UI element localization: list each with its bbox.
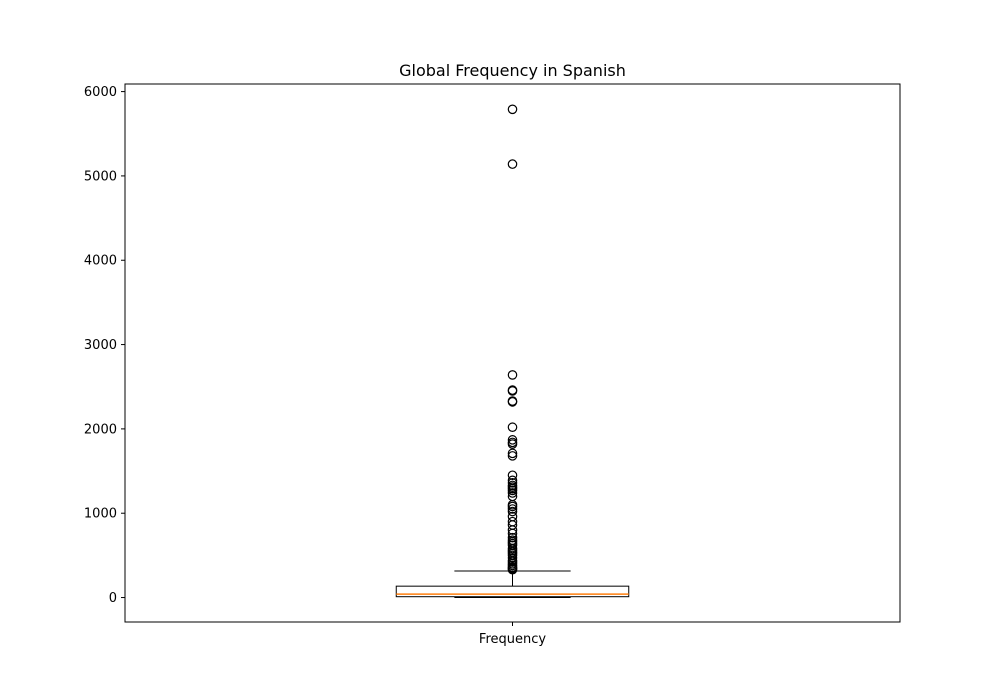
outlier-point (507, 435, 518, 445)
y-tick-label: 4000 (84, 254, 117, 269)
outlier-point (507, 104, 518, 115)
y-tick-label: 6000 (84, 85, 117, 100)
plot-area (124, 83, 901, 623)
outlier-point (507, 488, 518, 498)
outlier-point (507, 448, 518, 459)
y-tick-label: 2000 (84, 422, 117, 437)
outlier-point (507, 553, 518, 563)
outlier-point (507, 501, 518, 512)
outlier-point (507, 504, 518, 514)
y-tick-label: 0 (109, 591, 117, 606)
x-axis: Frequency (479, 622, 546, 647)
box-group (395, 104, 630, 599)
outlier-point (507, 532, 518, 543)
outlier-point (507, 451, 518, 461)
outlier-point (507, 564, 518, 575)
outlier-point (507, 506, 518, 517)
outlier-point (507, 386, 518, 396)
outlier-point (507, 439, 518, 449)
outlier-point (507, 485, 518, 496)
outlier-point (507, 370, 518, 380)
iqr-box (395, 585, 630, 598)
y-tick-label: 5000 (84, 169, 117, 184)
y-axis: 0 1000 2000 3000 4000 5000 6000 (84, 85, 125, 606)
outlier-point (507, 525, 518, 535)
outlier-point (507, 397, 518, 407)
outlier-point (507, 159, 518, 169)
outlier-point (507, 470, 518, 481)
x-tick-label: Frequency (479, 632, 546, 647)
y-tick-label: 1000 (84, 507, 117, 522)
y-tick-label: 3000 (84, 338, 117, 353)
outlier-point (507, 478, 518, 488)
outlier-point (507, 422, 518, 433)
chart-title: Global Frequency in Spanish (399, 61, 626, 80)
